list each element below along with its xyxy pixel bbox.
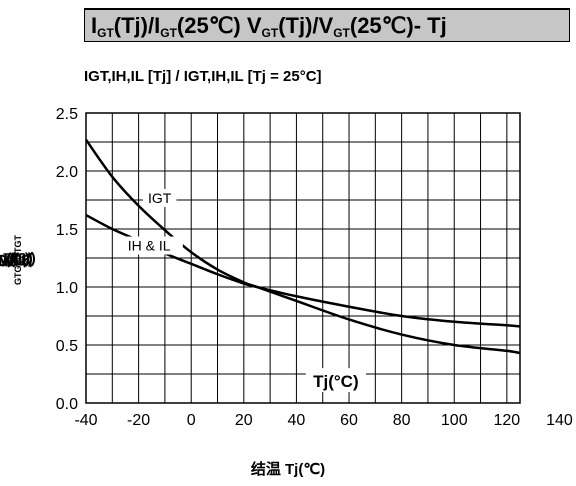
plot-frame xyxy=(85,112,521,404)
y-tick-label: 1.0 xyxy=(56,280,78,297)
series-label-ih-il-bg xyxy=(115,236,183,255)
chart-title: IGT(Tj)/IGT(25℃) VGT(Tj)/VGT(25℃)- Tj xyxy=(91,12,447,47)
series-label-igt: IGT xyxy=(148,190,172,206)
x-tick-label: 80 xyxy=(393,412,411,429)
chart-title-part: I xyxy=(91,13,98,38)
chart-title-part: (Tj)/V xyxy=(278,13,334,38)
x-tick-label: 40 xyxy=(288,412,306,429)
chart-subtitle: IGT,IH,IL [Tj] / IGT,IH,IL [Tj = 25°C] xyxy=(84,68,322,85)
series-line-ih-il xyxy=(85,213,521,328)
y-tick-label: 0.0 xyxy=(56,396,78,413)
chart-title-part: (25℃) V xyxy=(176,13,262,38)
chart-title-part: GT xyxy=(333,26,350,40)
chart-title-part: GT xyxy=(97,26,114,40)
chart-title-part: (Tj)/I xyxy=(113,13,161,38)
x-tick-label: 100 xyxy=(441,412,468,429)
y-tick-label: 1.5 xyxy=(56,222,78,239)
x-tick-label: 140 xyxy=(546,412,573,429)
series-label-ih-il: IH & IL xyxy=(128,238,171,254)
x-tick-label: 0 xyxy=(187,412,196,429)
y-tick-label: 0.5 xyxy=(56,338,78,355)
x-tick-label: -20 xyxy=(127,412,150,429)
chart-title-part: GT xyxy=(160,26,177,40)
x-tick-label: 60 xyxy=(340,412,358,429)
y-tick-label: 2.5 xyxy=(56,106,78,123)
chart-title-part: (25℃)- Tj xyxy=(349,13,447,38)
series-label-igt-bg xyxy=(142,189,177,207)
chart-title-part: GT xyxy=(261,26,279,40)
y-tick-label: 2.0 xyxy=(56,164,78,181)
title-banner: IGT(Tj)/IGT(25℃) VGT(Tj)/VGT(25℃)- Tj xyxy=(84,8,570,42)
inner-axis-label-bg xyxy=(305,368,366,393)
x-tick-label: -40 xyxy=(74,412,97,429)
x-axis-label: 结温 Tj(℃) xyxy=(250,461,326,478)
x-tick-label: 120 xyxy=(493,412,520,429)
inner-axis-label: Tj(°C) xyxy=(313,372,359,391)
x-tick-label: 20 xyxy=(235,412,253,429)
